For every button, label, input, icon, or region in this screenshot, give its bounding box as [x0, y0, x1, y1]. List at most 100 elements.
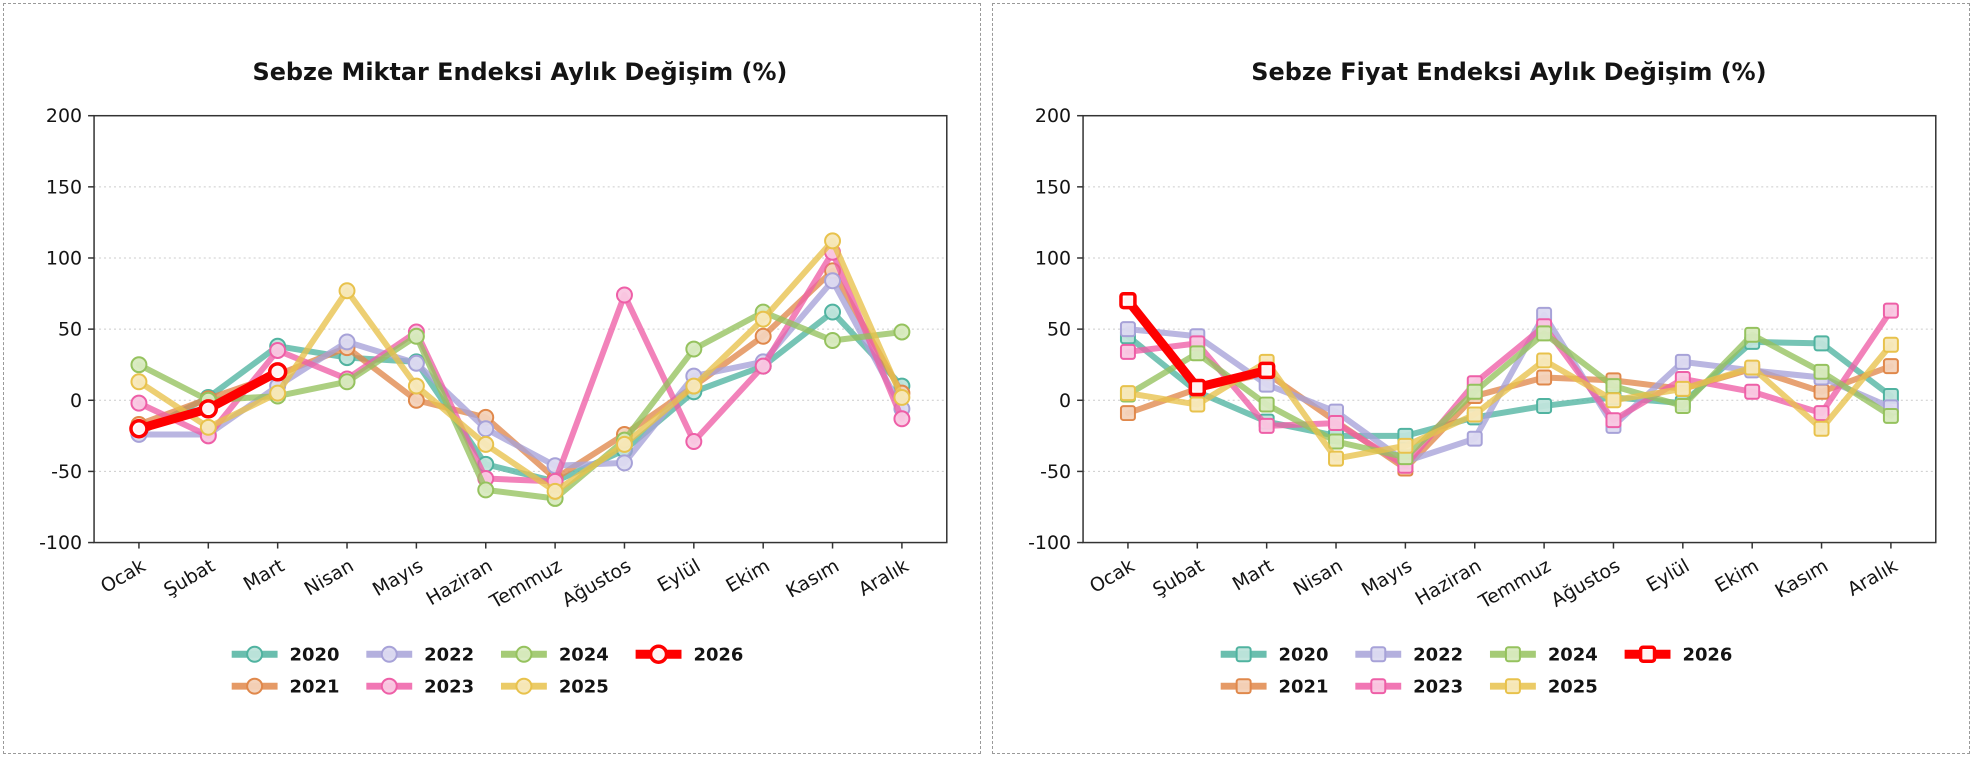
data-point-marker-2023	[754, 357, 772, 375]
x-tick-label: Temmuz	[1474, 555, 1554, 614]
data-point-marker-2025	[1813, 420, 1830, 437]
x-tick-label: Şubat	[1149, 555, 1208, 602]
data-point-marker-2022	[615, 454, 633, 472]
y-tick-label: 0	[1059, 390, 1071, 412]
x-tick-label: Nisan	[1290, 555, 1347, 601]
series-line-2025	[135, 237, 905, 495]
data-point-marker-2020	[824, 303, 842, 321]
y-tick-label: 200	[46, 105, 82, 127]
data-point-marker-2024	[1466, 383, 1483, 400]
data-point-marker-2025	[754, 310, 772, 328]
y-tick-label: -50	[1040, 461, 1071, 483]
fiyat-chart-svg: Sebze Fiyat Endeksi Aylık Değişim (%) -1…	[1028, 58, 1937, 698]
x-tick-label: Ekim	[1711, 555, 1762, 597]
data-point-marker-2024	[407, 327, 425, 345]
data-point-marker-2026	[198, 399, 219, 419]
x-tick-label: Ağustos	[558, 555, 635, 612]
data-point-marker-2025	[1397, 437, 1414, 454]
data-point-marker-2024	[1189, 345, 1206, 362]
y-tick-label: -50	[51, 461, 82, 483]
y-tick-label: 0	[70, 390, 82, 412]
legend-label-2025: 2025	[559, 677, 609, 698]
series-line-2020	[135, 309, 905, 485]
data-point-marker-2024	[515, 645, 533, 663]
data-point-marker-2026	[1119, 291, 1137, 310]
data-point-marker-2023	[1605, 412, 1622, 429]
data-point-marker-2020	[1235, 646, 1252, 663]
legend-label-2025: 2025	[1548, 677, 1598, 698]
data-point-marker-2025	[1605, 392, 1622, 409]
y-tick-label: 200	[1035, 105, 1071, 127]
legend-label-2020: 2020	[1279, 645, 1329, 666]
data-point-marker-2026	[1638, 645, 1657, 663]
data-point-marker-2021	[407, 391, 425, 409]
data-point-marker-2025	[1536, 352, 1553, 369]
data-point-marker-2026	[267, 362, 288, 382]
data-point-marker-2021	[1536, 369, 1553, 386]
data-point-marker-2022	[1119, 321, 1136, 338]
x-tick-label: Haziran	[422, 555, 496, 610]
data-point-marker-2025	[1119, 385, 1136, 402]
y-tick-label: -100	[39, 532, 82, 554]
data-point-marker-2024	[130, 356, 148, 374]
data-point-marker-2024	[685, 340, 703, 358]
data-point-marker-2024	[1813, 363, 1830, 380]
data-point-marker-2022	[380, 645, 398, 663]
fiyat-chart-body: -100 -50 0 50 100 150 200 Ocak Şubat Mart Nisan May…	[1028, 105, 1937, 698]
x-tick-label: Kasım	[1771, 555, 1832, 603]
legend-label-2026: 2026	[1682, 645, 1732, 666]
series-line-2023	[1124, 307, 1894, 469]
legend-label-2024: 2024	[1548, 645, 1598, 666]
legend-label-2020: 2020	[290, 645, 340, 666]
data-point-marker-2023	[1813, 405, 1830, 422]
data-point-marker-2025	[477, 435, 495, 453]
data-point-marker-2023	[130, 394, 148, 412]
data-point-marker-2024	[893, 323, 911, 341]
data-point-marker-2022	[477, 420, 495, 438]
x-tick-label: Şubat	[160, 555, 219, 602]
legend-label-2024: 2024	[559, 645, 609, 666]
x-tick-label: Nisan	[301, 555, 358, 601]
data-point-marker-2026	[1188, 378, 1207, 397]
data-point-marker-2026	[648, 644, 669, 664]
data-point-marker-2025	[1744, 359, 1761, 376]
data-point-marker-2020	[1536, 397, 1553, 414]
data-point-marker-2022	[1466, 430, 1483, 447]
data-point-marker-2023	[380, 677, 398, 695]
data-point-marker-2025	[893, 388, 911, 406]
panel-fiyat-chart: Sebze Fiyat Endeksi Aylık Değişim (%) -1…	[992, 3, 1970, 754]
legend-label-2022: 2022	[424, 645, 474, 666]
x-tick-label: Mart	[1229, 555, 1277, 596]
x-tick-label: Mayıs	[369, 555, 427, 601]
series-line-2023	[135, 249, 905, 485]
data-point-marker-2022	[824, 272, 842, 290]
series-line-2024	[1124, 330, 1894, 461]
data-point-marker-2023	[1119, 343, 1136, 360]
y-tick-label: 50	[58, 319, 82, 341]
x-tick-label: Aralık	[1844, 555, 1902, 601]
data-point-marker-2025	[685, 377, 703, 395]
x-tick-label: Temmuz	[485, 555, 565, 614]
legend-label-2021: 2021	[290, 677, 340, 698]
x-tick-label: Aralık	[855, 555, 913, 601]
data-point-marker-2025	[615, 435, 633, 453]
y-tick-label: 150	[46, 176, 82, 198]
x-tick-label: Mayıs	[1358, 555, 1416, 601]
y-tick-label: 150	[1035, 176, 1071, 198]
legend-label-2023: 2023	[424, 677, 474, 698]
data-point-marker-2025	[1504, 678, 1521, 695]
data-point-marker-2021	[1813, 383, 1830, 400]
panel-miktar-chart: Sebze Miktar Endeksi Aylık Değişim (%) -…	[3, 3, 981, 754]
miktar-chart-body: -100 -50 0 50 100 150 200 Ocak Şubat Mart Nisan May…	[39, 105, 948, 698]
x-tick-label: Ağustos	[1547, 555, 1624, 612]
y-tick-label: 50	[1047, 319, 1071, 341]
data-point-marker-2025	[1466, 406, 1483, 423]
data-point-marker-2021	[246, 677, 264, 695]
x-tick-label: Eylül	[654, 555, 705, 597]
data-point-marker-2023	[685, 433, 703, 451]
data-point-marker-2022	[407, 354, 425, 372]
data-point-marker-2023	[1744, 383, 1761, 400]
data-point-marker-2024	[1536, 325, 1553, 342]
data-point-marker-2024	[477, 481, 495, 499]
data-point-marker-2021	[754, 327, 772, 345]
